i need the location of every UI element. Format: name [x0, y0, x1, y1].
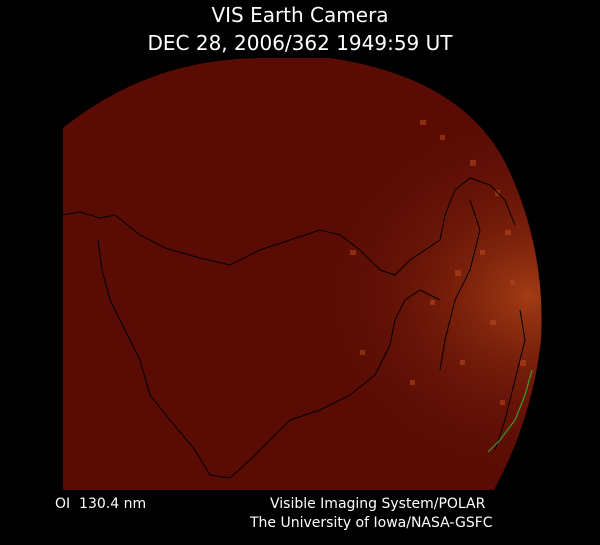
timestamp: DEC 28, 2006/362 1949:59 UT	[148, 31, 454, 55]
aurora-glow	[63, 58, 542, 490]
title: VIS Earth Camera	[211, 3, 388, 27]
credit: The University of Iowa/NASA-GSFC	[249, 515, 493, 531]
earth-disc	[63, 58, 542, 490]
instrument: Visible Imaging System/POLAR	[270, 496, 486, 512]
wavelength: OI 130.4 nm	[55, 496, 146, 512]
aurora-contour	[487, 369, 533, 453]
coastlines	[63, 177, 526, 479]
